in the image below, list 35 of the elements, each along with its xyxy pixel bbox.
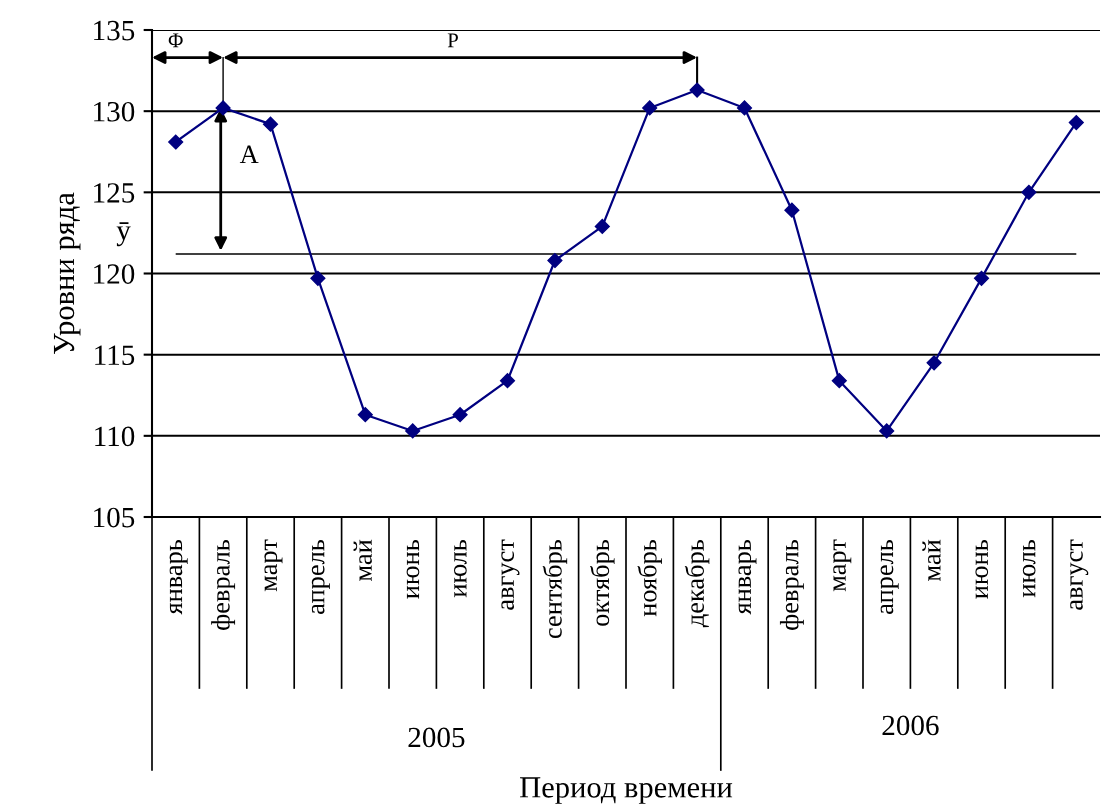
y-axis-title: Уровни ряда bbox=[53, 192, 81, 354]
ref-line-label: ȳ bbox=[116, 222, 131, 247]
y-tick-label: 105 bbox=[94, 507, 135, 528]
x-axis-title: Период времени bbox=[520, 777, 733, 804]
x-tick-label: январь bbox=[738, 540, 757, 615]
x-tick-label: декабрь bbox=[684, 540, 710, 628]
text: 2005 bbox=[408, 727, 465, 748]
y-tick-label: 130 bbox=[94, 101, 135, 122]
x-tick-label: февраль bbox=[211, 540, 236, 630]
y-tick-label: 115 bbox=[95, 345, 135, 366]
x-tick-label: июль bbox=[1022, 540, 1036, 598]
x-tick-label: август bbox=[501, 539, 520, 610]
x-tick-label: июнь bbox=[406, 540, 420, 599]
annotation: Φ bbox=[168, 33, 183, 48]
annotation: A bbox=[239, 145, 259, 163]
y-tick-label: 135 bbox=[94, 20, 135, 41]
x-tick-label: март bbox=[264, 539, 283, 592]
y-tick-label: 120 bbox=[94, 264, 135, 284]
x-tick-label: май bbox=[922, 539, 941, 581]
y-tick-label: 125 bbox=[94, 183, 135, 203]
x-tick-label: октябрь bbox=[590, 540, 615, 626]
x-tick-label: март bbox=[833, 539, 852, 592]
x-tick-label: ноябрь bbox=[637, 540, 662, 617]
x-tick-label: февраль bbox=[779, 540, 804, 630]
x-tick-label: июль bbox=[454, 540, 467, 598]
x-tick-label: май bbox=[353, 539, 372, 581]
x-tick-label: сентябрь bbox=[542, 540, 568, 639]
x-tick-label: август bbox=[1070, 539, 1089, 610]
x-tick-label: июнь bbox=[975, 540, 989, 599]
x-tick-label: апрель bbox=[880, 540, 899, 614]
text: 2006 bbox=[882, 715, 939, 736]
annotation: P bbox=[447, 33, 458, 48]
x-tick-label: январь bbox=[169, 540, 188, 615]
y-tick-label: 110 bbox=[95, 426, 135, 447]
x-tick-label: апрель bbox=[311, 540, 330, 614]
